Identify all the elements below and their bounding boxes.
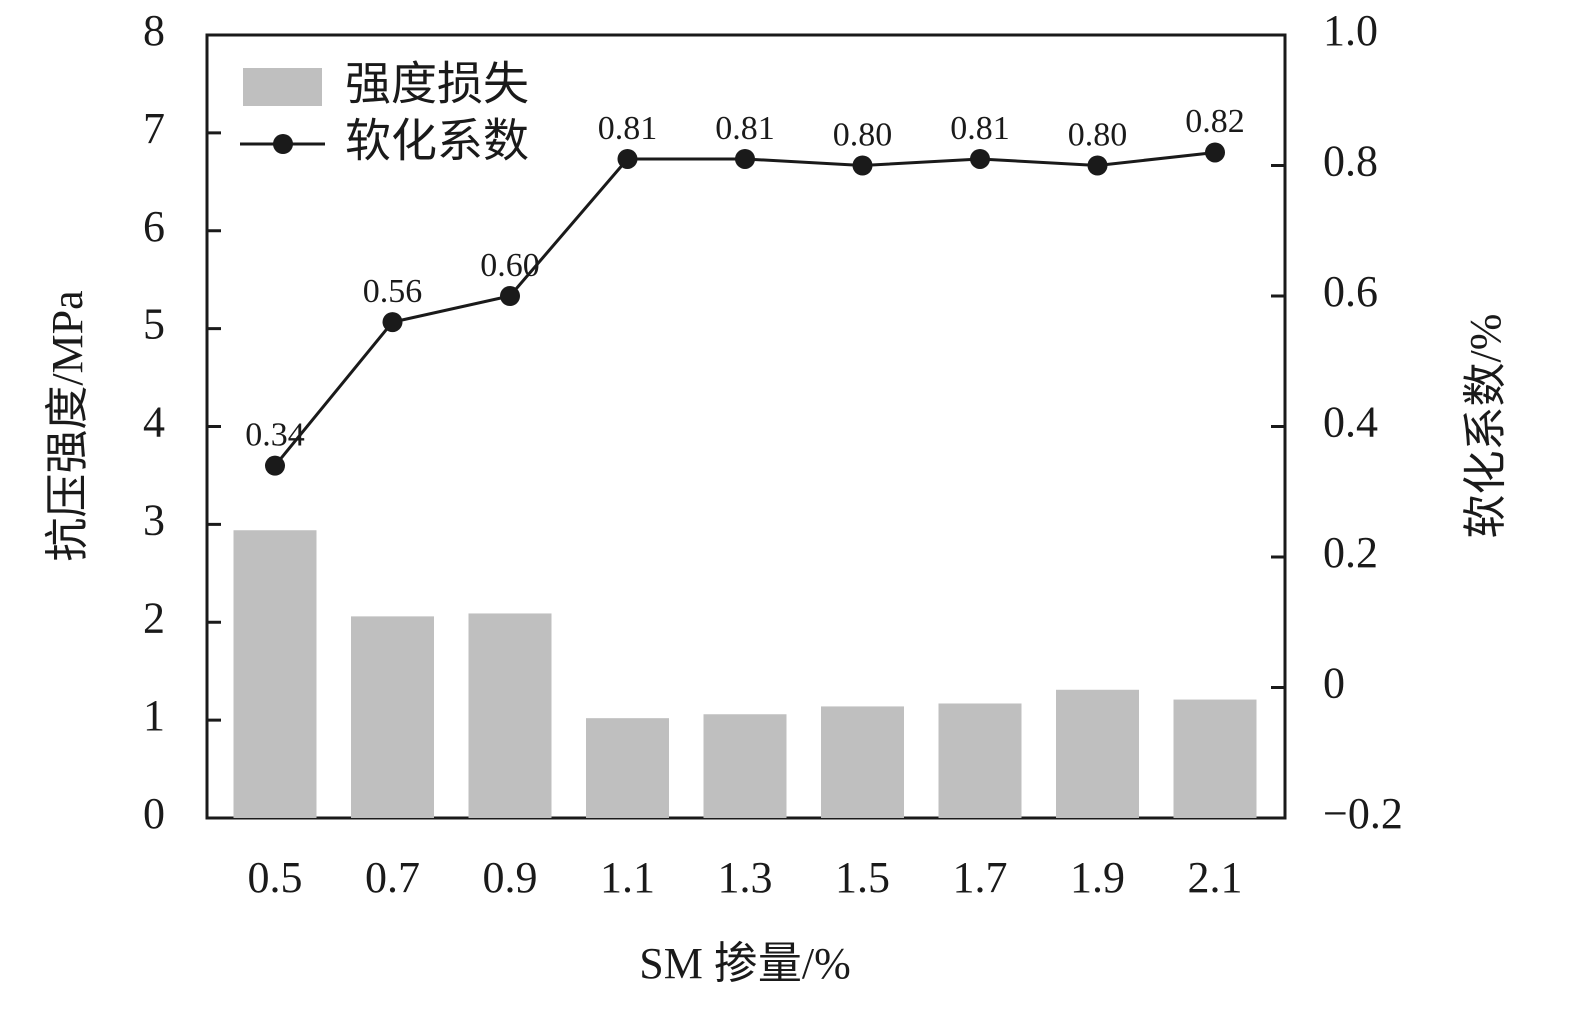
line-marker: [617, 148, 638, 169]
x-tick-label: 0.9: [483, 853, 538, 902]
data-label: 0.81: [598, 110, 658, 147]
y-tick-label: 4: [143, 398, 165, 447]
y2-axis-label: 软化系数/%: [1461, 314, 1510, 539]
x-tick-label: 1.3: [718, 853, 773, 902]
y-tick-label: 6: [143, 202, 165, 251]
x-tick-label: 0.7: [365, 853, 420, 902]
data-label: 0.60: [480, 247, 540, 284]
line-marker: [1087, 155, 1108, 176]
legend-label: 软化系数: [345, 116, 529, 167]
y-tick-label: 7: [143, 104, 165, 153]
y2-tick-label: 0.6: [1323, 267, 1378, 316]
bar: [703, 714, 787, 818]
line-marker: [970, 148, 990, 169]
bar: [233, 530, 317, 818]
y-axis-label: 抗压强度/MPa: [43, 290, 92, 561]
y2-tick-label: 1.0: [1323, 6, 1378, 55]
y-tick-label: 8: [143, 6, 165, 55]
line-marker: [265, 455, 285, 476]
y2-tick-label: 0.8: [1323, 137, 1378, 186]
y-tick-label: 5: [143, 300, 165, 349]
line-marker: [382, 312, 403, 333]
legend-label: 强度损失: [345, 59, 529, 110]
y-tick-label: 2: [143, 593, 165, 642]
x-tick-label: 1.1: [600, 853, 655, 902]
y2-tick-label: −0.2: [1323, 789, 1403, 838]
data-label: 0.80: [833, 116, 893, 153]
y-tick-label: 1: [143, 691, 165, 740]
y2-tick-label: 0.4: [1323, 398, 1378, 447]
y2-tick-label: 0: [1323, 659, 1345, 708]
data-label: 0.34: [245, 416, 305, 453]
data-label: 0.80: [1068, 116, 1128, 153]
bar: [938, 703, 1022, 818]
x-tick-label: 1.5: [835, 853, 890, 902]
line-marker: [852, 155, 873, 176]
data-label: 0.82: [1185, 103, 1245, 140]
line-marker: [500, 286, 520, 306]
x-tick-label: 0.5: [248, 853, 303, 902]
line-marker: [735, 148, 755, 169]
bar: [351, 616, 434, 818]
bar: [586, 718, 669, 818]
y-tick-label: 0: [143, 789, 165, 838]
data-label: 0.56: [363, 273, 423, 310]
bar: [1056, 689, 1139, 818]
bar: [1173, 699, 1257, 818]
x-tick-label: 1.9: [1070, 853, 1125, 902]
line-marker: [1205, 142, 1225, 163]
y-tick-label: 3: [143, 495, 165, 544]
legend-swatch: [243, 68, 322, 106]
bar: [468, 613, 552, 818]
data-label: 0.81: [715, 110, 775, 147]
x-tick-label: 2.1: [1188, 853, 1243, 902]
bar: [821, 706, 904, 818]
x-axis-label: SM 掺量/%: [639, 939, 850, 988]
x-tick-label: 1.7: [953, 853, 1008, 902]
y2-tick-label: 0.2: [1323, 528, 1378, 577]
legend-marker: [273, 134, 293, 154]
data-label: 0.81: [950, 110, 1010, 147]
